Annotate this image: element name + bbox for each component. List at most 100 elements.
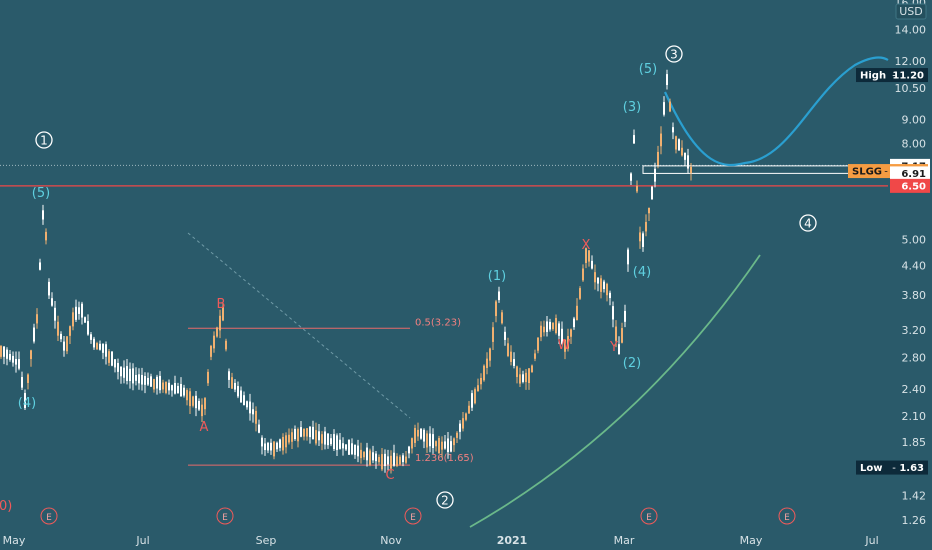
candle-body	[15, 359, 17, 365]
candle-body	[327, 433, 329, 446]
price-label-name: SLGG	[852, 167, 882, 178]
fibonacci-levels: 0.5(3.23) 1.236(1.65)	[187, 232, 474, 466]
candle-body	[315, 430, 317, 444]
candle-body	[624, 310, 626, 322]
candle-body	[159, 375, 161, 391]
candle-body	[564, 339, 566, 352]
correction-label: W	[558, 338, 571, 353]
correction-label: A	[200, 420, 209, 435]
candle-body	[669, 101, 671, 112]
candle-body	[402, 455, 404, 463]
candle-body	[66, 336, 68, 352]
candle-body	[177, 385, 179, 394]
candle-body	[381, 454, 383, 470]
candle-body	[597, 277, 599, 284]
x-tick-label: Jul	[864, 534, 878, 547]
candle-body	[198, 400, 200, 410]
candle-body	[681, 147, 683, 156]
candle-body	[342, 443, 344, 449]
candle-body	[339, 439, 341, 449]
candle-body	[600, 278, 602, 292]
y-tick-label: 5.00	[902, 233, 927, 246]
candle-body	[147, 377, 149, 385]
candle-body	[516, 366, 518, 377]
price-label-value: 6.50	[901, 181, 926, 192]
candle-body	[585, 248, 587, 263]
price-label-sep: -	[892, 463, 896, 474]
candle-body	[453, 438, 455, 446]
candle-body	[231, 377, 233, 389]
earnings-marker-label: E	[222, 513, 228, 523]
candle-body	[468, 405, 470, 414]
edge-label-fragment: 0)	[0, 499, 12, 514]
candle-body	[534, 353, 536, 359]
candle-body	[336, 435, 338, 451]
candle-body	[84, 317, 86, 323]
candle-body	[294, 428, 296, 440]
price-label-bg	[890, 178, 930, 193]
candle-body	[570, 329, 572, 337]
candle-body	[267, 442, 269, 451]
candle-body	[207, 371, 209, 384]
price-label-sep: -	[884, 167, 888, 178]
candle-body	[171, 385, 173, 391]
candle-body	[192, 396, 194, 406]
candle-body	[480, 377, 482, 385]
candle-body	[189, 391, 191, 407]
candle-body	[69, 326, 71, 336]
wave-circle	[35, 131, 53, 149]
y-axis: 16.0014.0012.0010.509.008.005.004.403.80…	[895, 0, 927, 527]
candle-body	[471, 393, 473, 408]
candle-body	[474, 389, 476, 404]
candle-body	[39, 262, 41, 270]
candle-body	[24, 393, 26, 409]
candle-body	[93, 338, 95, 348]
minor-wave-label: (1)	[488, 269, 506, 284]
candle-body	[495, 301, 497, 317]
candle-body	[432, 434, 434, 449]
candle-body	[486, 358, 488, 368]
candle-body	[420, 428, 422, 439]
x-tick-label: Mar	[614, 534, 635, 547]
candle-body	[18, 359, 20, 369]
correction-label: X	[582, 238, 591, 253]
y-tick-label: 9.00	[902, 114, 927, 127]
projection-curve	[663, 56, 889, 167]
candle-body	[54, 307, 56, 321]
candle-body	[309, 426, 311, 438]
candle-body	[105, 344, 107, 357]
candle-body	[591, 260, 593, 269]
candle-body	[225, 340, 227, 350]
y-tick-label: 4.40	[902, 259, 927, 272]
candle-body	[378, 457, 380, 463]
earnings-marker	[216, 507, 234, 525]
y-tick-label: 3.20	[902, 324, 927, 337]
y-tick-label: 1.42	[902, 490, 927, 503]
candle-body	[654, 168, 656, 182]
candle-body	[114, 359, 116, 368]
minor-wave-label: (4)	[633, 265, 651, 280]
candle-body	[321, 434, 323, 444]
x-tick-label: May	[740, 534, 763, 547]
candlesticks	[0, 69, 692, 474]
candle-body	[96, 343, 98, 350]
candle-body	[408, 446, 410, 454]
candle-body	[543, 326, 545, 333]
candle-body	[450, 441, 452, 452]
candle-body	[465, 413, 467, 420]
wave-labels: 1 2 3 4 (5) (4) (1) (2) (3) (4) (5) A B C W X Y 0)	[0, 45, 817, 514]
candle-body	[366, 447, 368, 461]
candle-body	[3, 346, 5, 357]
candle-body	[228, 371, 230, 380]
candle-body	[372, 452, 374, 461]
candle-body	[12, 355, 14, 363]
candle-body	[513, 358, 515, 366]
candle-body	[528, 368, 530, 384]
candle-body	[90, 334, 92, 340]
candle-body	[216, 327, 218, 337]
candle-body	[435, 441, 437, 447]
candle-body	[240, 390, 242, 403]
minor-wave-label: (2)	[623, 356, 641, 371]
